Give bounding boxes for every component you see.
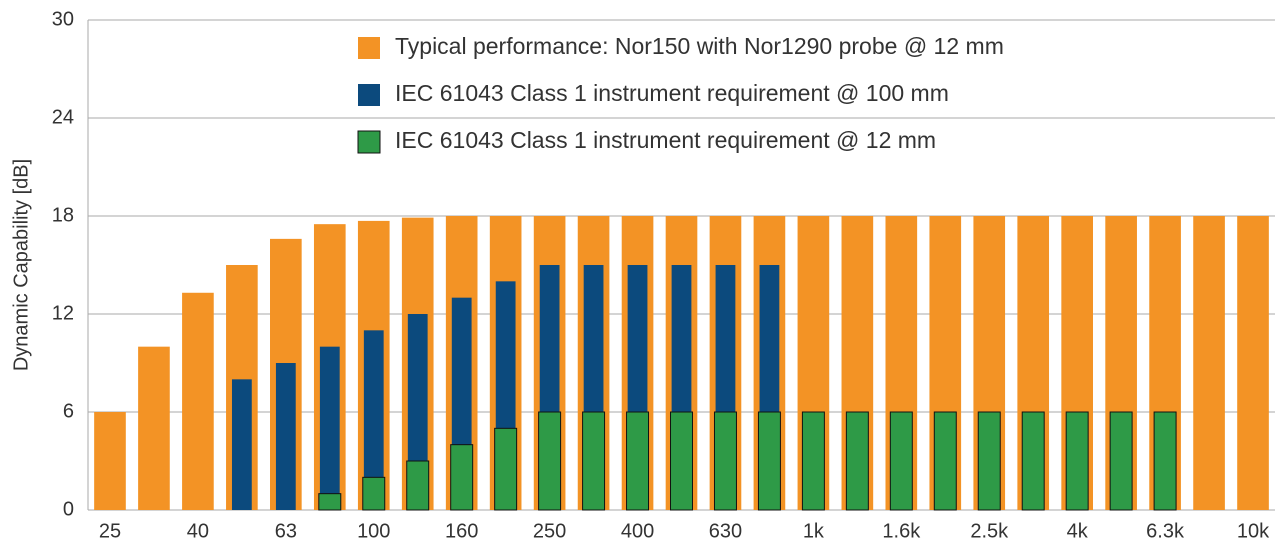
bar xyxy=(1021,411,1045,511)
bar xyxy=(889,411,913,511)
bar xyxy=(319,346,340,510)
bar xyxy=(406,460,430,511)
bar xyxy=(1153,411,1177,511)
x-tick-label: 10k xyxy=(1237,520,1270,542)
bar xyxy=(318,493,342,511)
bar xyxy=(1109,411,1133,511)
bar xyxy=(450,444,474,511)
bar xyxy=(231,379,252,510)
y-axis-label: Dynamic Capability [dB] xyxy=(10,159,32,371)
bar xyxy=(138,346,170,510)
x-tick-label: 4k xyxy=(1067,520,1089,542)
x-tick-label: 250 xyxy=(533,520,566,542)
x-tick-label: 100 xyxy=(357,520,390,542)
bar xyxy=(1237,216,1269,510)
y-tick-label: 6 xyxy=(63,400,74,422)
bar xyxy=(845,411,869,511)
bar xyxy=(362,476,386,511)
y-tick-label: 24 xyxy=(52,106,74,128)
x-tick-label: 63 xyxy=(275,520,297,542)
legend-swatch xyxy=(358,84,380,106)
x-tick-label: 6.3k xyxy=(1146,520,1185,542)
bar xyxy=(670,411,693,511)
bar xyxy=(933,411,957,511)
legend-label: IEC 61043 Class 1 instrument requirement… xyxy=(395,127,936,153)
bar xyxy=(713,411,737,511)
x-tick-label: 2.5k xyxy=(970,520,1009,542)
bar xyxy=(1065,411,1089,511)
y-tick-label: 18 xyxy=(52,204,74,226)
x-tick-label: 630 xyxy=(709,520,742,542)
bar xyxy=(582,411,606,511)
bar xyxy=(538,411,562,511)
legend-swatch xyxy=(358,37,380,59)
bar xyxy=(94,412,126,510)
x-tick-label: 1k xyxy=(803,520,825,542)
x-tick-label: 1.6k xyxy=(882,520,921,542)
bar xyxy=(801,411,825,511)
bar xyxy=(757,411,781,511)
x-tick-label: 160 xyxy=(445,520,478,542)
y-tick-label: 30 xyxy=(52,8,74,30)
legend-label: Typical performance: Nor150 with Nor1290… xyxy=(395,33,1004,59)
y-tick-label: 0 xyxy=(63,498,74,520)
bar xyxy=(1193,216,1225,510)
bar xyxy=(977,411,1001,511)
legend-label: IEC 61043 Class 1 instrument requirement… xyxy=(395,80,949,106)
legend-swatch xyxy=(357,130,381,154)
x-tick-label: 25 xyxy=(99,520,121,542)
bar xyxy=(275,363,296,510)
x-tick-label: 400 xyxy=(621,520,654,542)
y-tick-label: 12 xyxy=(52,302,74,324)
bar xyxy=(494,427,518,511)
bar xyxy=(626,411,650,511)
bar xyxy=(363,330,384,510)
x-tick-label: 40 xyxy=(187,520,209,542)
bar xyxy=(182,292,214,510)
